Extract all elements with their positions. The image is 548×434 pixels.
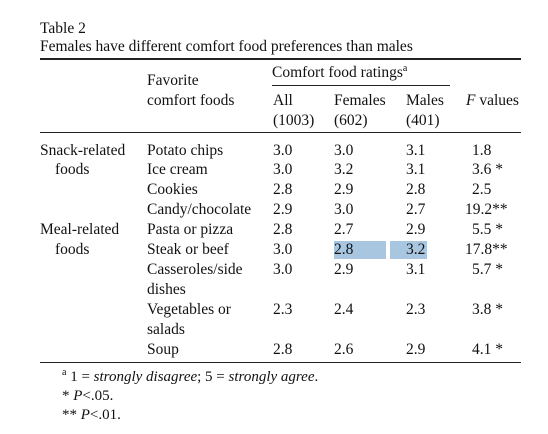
food-name: Soup (147, 341, 179, 358)
rating-males: 3.1 (406, 261, 426, 278)
header-males-n: (401) (406, 112, 440, 129)
rating-all: 2.8 (273, 181, 293, 198)
rating-males: 2.7 (406, 201, 426, 218)
rating-females: 3.2 (334, 161, 354, 178)
group-snack-line2: foods (55, 161, 90, 178)
food-name-line2: dishes (147, 281, 186, 298)
footnote-p01-star: ** (62, 407, 77, 423)
f-value: 17.8** (465, 241, 508, 258)
rating-females: 3.0 (334, 142, 354, 159)
rating-females: 2.7 (334, 221, 354, 238)
footnote-p05-rest: <.05. (82, 388, 114, 404)
rating-males: 2.8 (406, 181, 426, 198)
header-ratings-label: Comfort food ratings (272, 64, 403, 81)
footnote-a-text2: strongly disagree (93, 369, 198, 385)
rating-males-highlighted: 3.2 (390, 241, 428, 259)
rating-females: 2.9 (334, 181, 354, 198)
food-name: Vegetables or (147, 301, 231, 318)
footnote-p01-p: P (80, 407, 90, 423)
footnote-a-text3: ; 5 = (197, 369, 229, 385)
footnote-p05-p: P (73, 388, 83, 404)
rating-females: 2.6 (334, 341, 354, 358)
f-value: 1.8 (472, 142, 492, 159)
table-caption: Females have different comfort food pref… (40, 38, 413, 55)
food-name: Ice cream (147, 161, 208, 178)
f-value: 4.1 * (472, 341, 503, 358)
group-meal-line2: foods (55, 241, 90, 258)
rating-all: 3.0 (273, 241, 293, 258)
rating-all: 2.3 (273, 301, 293, 318)
rating-females-highlighted: 2.8 (334, 241, 387, 259)
bottom-rule (40, 362, 521, 363)
header-females-n: (602) (334, 112, 368, 129)
food-name: Pasta or pizza (147, 221, 234, 238)
header-all: All (273, 92, 293, 109)
header-males: Males (406, 92, 444, 109)
header-comfort-foods: comfort foods (147, 92, 235, 109)
footnote-a-text5: . (314, 369, 319, 385)
footnote-p05-star: * (62, 388, 70, 404)
f-value: 2.5 (472, 181, 492, 198)
header-all-n: (1003) (273, 112, 315, 129)
table-number: Table 2 (40, 20, 86, 37)
rating-females: 2.9 (334, 261, 354, 278)
footnote-p05: * P<.05. (62, 387, 113, 405)
food-name: Casseroles/side (147, 261, 243, 278)
group-meal-line1: Meal-related (40, 221, 120, 238)
rating-all: 3.0 (273, 261, 293, 278)
rating-females: 2.4 (334, 301, 354, 318)
food-name-line2: salads (147, 321, 185, 338)
f-value: 5.5 * (472, 221, 503, 238)
rating-males: 2.9 (406, 341, 426, 358)
group-snack-line1: Snack-related (40, 142, 126, 159)
rating-males: 3.1 (406, 142, 426, 159)
footnote-a-mark: a (62, 367, 67, 378)
rating-all: 3.0 (273, 142, 293, 159)
food-name: Potato chips (147, 142, 224, 159)
food-name: Cookies (147, 181, 198, 198)
f-value: 3.8 * (472, 301, 503, 318)
f-value: 3.6 * (472, 161, 503, 178)
f-value: 5.7 * (472, 261, 503, 278)
header-rule (40, 132, 521, 133)
food-name: Steak or beef (147, 241, 229, 258)
header-favorite: Favorite (147, 72, 199, 89)
rating-all: 3.0 (273, 161, 293, 178)
rating-all: 2.8 (273, 221, 293, 238)
rating-males: 3.1 (406, 161, 426, 178)
footnote-p01-rest: <.01. (89, 407, 121, 423)
header-f-rest: values (475, 92, 519, 109)
header-females: Females (334, 92, 386, 109)
footnote-a: a 1 = strongly disagree; 5 = strongly ag… (62, 368, 318, 386)
footnote-p01: ** P<.01. (62, 406, 121, 424)
footnote-a-text4: strongly agree (228, 369, 315, 385)
rating-all: 2.9 (273, 201, 293, 218)
rating-females: 3.0 (334, 201, 354, 218)
rating-all: 2.8 (273, 341, 293, 358)
footnote-a-text1: 1 = (66, 369, 94, 385)
header-f-italic: F (466, 92, 476, 109)
footnote-a-marker: a (402, 62, 408, 74)
header-f-values: F values (466, 92, 519, 110)
top-rule (40, 58, 521, 60)
rating-males: 2.3 (406, 301, 426, 318)
header-ratings-group: Comfort food ratingsa (272, 62, 408, 82)
rating-males: 2.9 (406, 221, 426, 238)
food-name: Candy/chocolate (147, 201, 252, 218)
group-underline (272, 85, 450, 86)
f-value: 19.2** (465, 201, 508, 218)
